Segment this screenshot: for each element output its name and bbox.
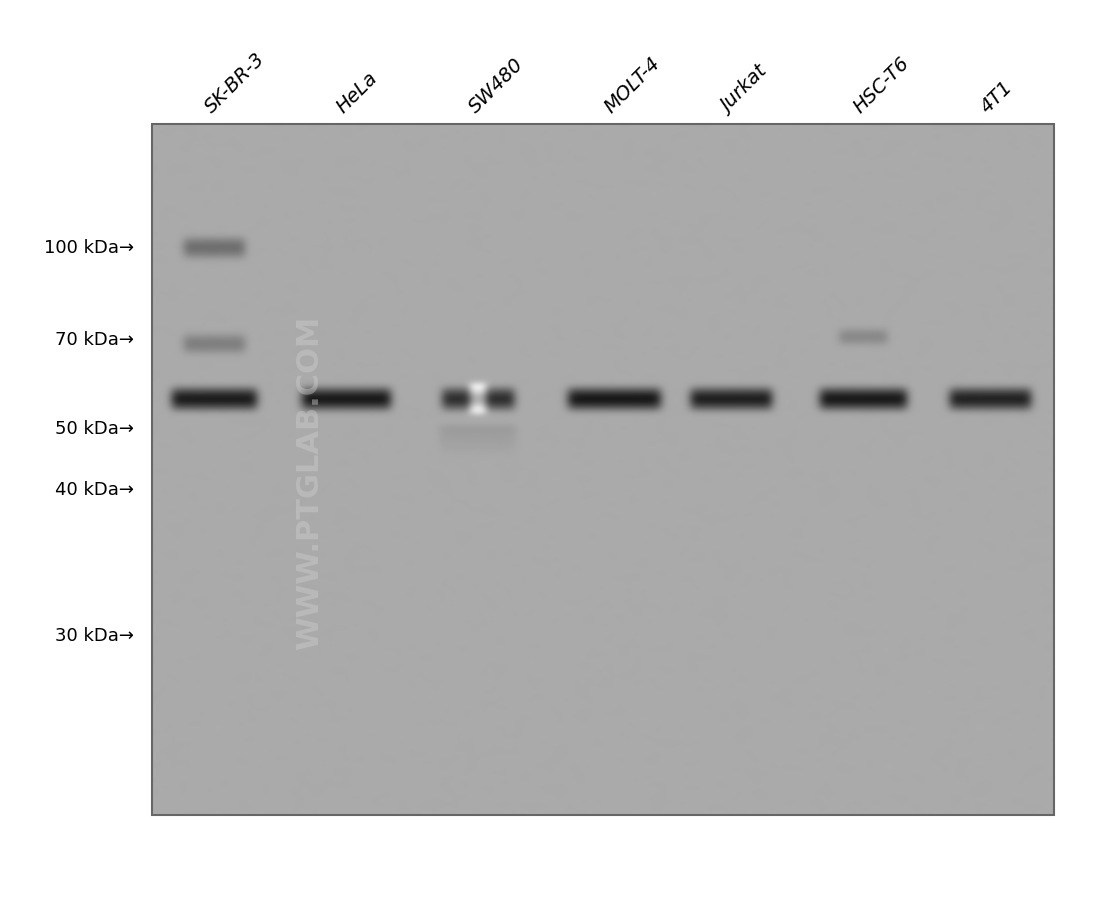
Text: MOLT-4: MOLT-4 <box>601 54 663 117</box>
Text: SK-BR-3: SK-BR-3 <box>201 50 268 117</box>
Text: 70 kDa→: 70 kDa→ <box>55 330 134 348</box>
Text: Jurkat: Jurkat <box>718 63 772 117</box>
Text: 4T1: 4T1 <box>977 77 1016 117</box>
Text: 40 kDa→: 40 kDa→ <box>55 482 134 500</box>
Text: 100 kDa→: 100 kDa→ <box>44 239 134 257</box>
Text: 30 kDa→: 30 kDa→ <box>55 627 134 645</box>
Text: WWW.PTGLAB.COM: WWW.PTGLAB.COM <box>295 316 324 651</box>
Text: SW480: SW480 <box>465 55 527 117</box>
Text: 50 kDa→: 50 kDa→ <box>55 420 134 438</box>
Text: HeLa: HeLa <box>333 68 382 117</box>
Text: HSC-T6: HSC-T6 <box>850 54 913 117</box>
